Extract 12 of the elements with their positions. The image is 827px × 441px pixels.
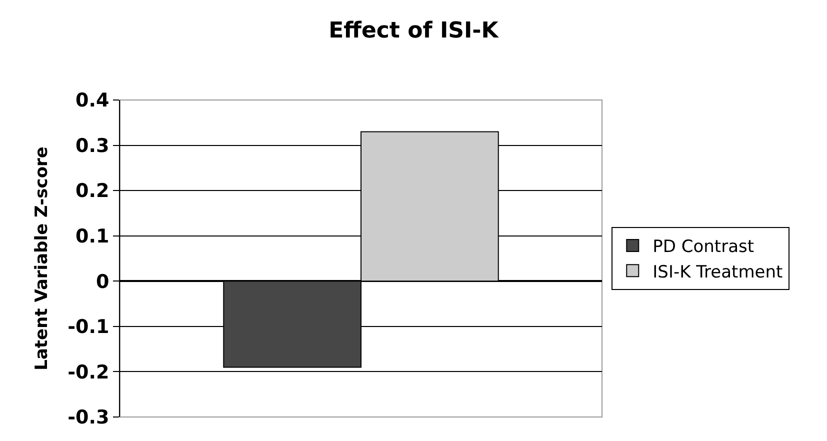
chart-title: Effect of ISI-K <box>328 18 500 44</box>
y-tick-label: 0.3 <box>76 134 110 157</box>
legend-label: PD Contrast <box>652 237 754 258</box>
y-axis-title: Latent Variable Z-score <box>32 146 52 370</box>
y-tick-label: 0.2 <box>76 180 110 202</box>
y-tick-label: -0.3 <box>68 406 110 429</box>
y-tick-label: -0.2 <box>68 361 110 384</box>
y-tick-label: 0.1 <box>76 226 110 248</box>
y-tick-label: 0.4 <box>76 90 110 112</box>
y-tick-label: -0.1 <box>68 316 110 338</box>
legend-label: ISI-K Treatment <box>652 262 783 282</box>
y-tick-label: 0 <box>96 270 110 293</box>
